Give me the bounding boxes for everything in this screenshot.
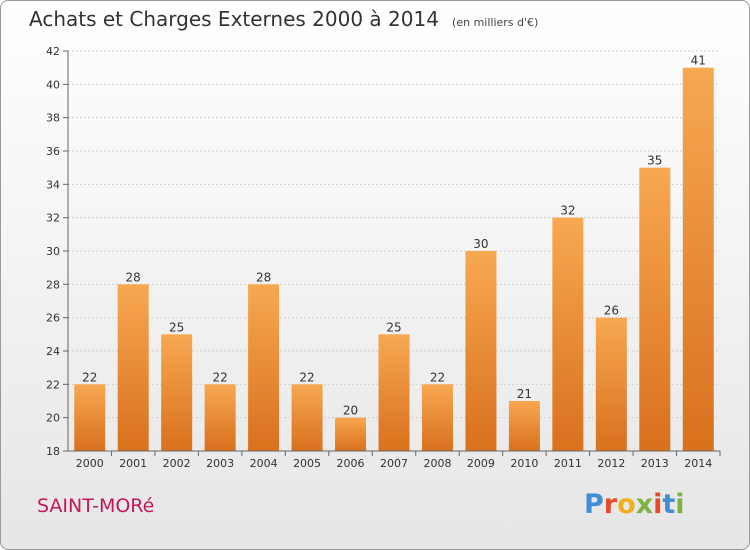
y-tick-label: 38 [46, 112, 60, 125]
bar-value-label: 25 [386, 320, 401, 334]
bar [552, 217, 584, 451]
bar-value-label: 21 [517, 387, 532, 401]
y-tick-label: 36 [46, 145, 60, 158]
bar-value-label: 20 [343, 404, 358, 418]
x-tick-label: 2003 [206, 457, 234, 470]
bar [421, 384, 453, 451]
bar-value-label: 28 [256, 270, 271, 284]
y-tick-label: 22 [46, 378, 60, 391]
bar-value-label: 22 [430, 370, 445, 384]
bar-value-label: 22 [212, 370, 227, 384]
x-tick-label: 2001 [119, 457, 147, 470]
y-tick-label: 40 [46, 78, 60, 91]
x-tick-label: 2007 [380, 457, 408, 470]
bar [595, 317, 627, 451]
bar-value-label: 32 [560, 204, 575, 218]
bar-value-label: 28 [126, 270, 141, 284]
chart-header: Achats et Charges Externes 2000 à 2014 (… [29, 7, 538, 31]
bar [204, 384, 236, 451]
bar [248, 284, 280, 451]
x-tick-label: 2008 [423, 457, 451, 470]
y-tick-label: 32 [46, 212, 60, 225]
x-tick-label: 2005 [293, 457, 321, 470]
bar [639, 167, 671, 451]
brand-letter: x [635, 489, 654, 520]
town-name: SAINT-MORé [37, 495, 155, 517]
brand-logo: Proxiti [584, 489, 685, 520]
x-tick-label: 2012 [597, 457, 625, 470]
x-tick-label: 2009 [467, 457, 495, 470]
bar-value-label: 25 [169, 320, 184, 334]
bar-value-label: 26 [604, 304, 619, 318]
bar-value-label: 22 [299, 370, 314, 384]
brand-letter: t [662, 489, 676, 520]
y-tick-label: 42 [46, 45, 60, 58]
y-tick-label: 28 [46, 278, 60, 291]
x-tick-label: 2011 [554, 457, 582, 470]
y-tick-label: 20 [46, 412, 60, 425]
chart-title: Achats et Charges Externes 2000 à 2014 [29, 7, 439, 31]
y-tick-label: 18 [46, 445, 60, 458]
x-tick-label: 2004 [250, 457, 278, 470]
bar-value-label: 35 [647, 154, 662, 168]
bar [682, 67, 714, 452]
x-tick-label: 2006 [337, 457, 365, 470]
y-tick-label: 26 [46, 312, 60, 325]
bar-value-label: 41 [691, 54, 706, 68]
brand-letter: P [584, 489, 604, 520]
brand-letter: o [617, 489, 636, 520]
bar [117, 284, 149, 451]
x-tick-label: 2002 [163, 457, 191, 470]
bar [74, 384, 106, 451]
bars: 22 28 25 22 28 22 20 25 22 30 21 32 26 35 41 [74, 54, 714, 452]
bar [291, 384, 323, 451]
bar [465, 251, 497, 451]
bar [335, 417, 367, 451]
axes: 18 20 22 24 26 28 30 32 34 36 38 40 42 2000 2001 2002 20… [46, 45, 721, 470]
bar-value-label: 22 [82, 370, 97, 384]
x-tick-label: 2014 [684, 457, 712, 470]
bar [378, 334, 410, 451]
brand-letter: i [653, 489, 663, 520]
y-tick-label: 30 [46, 245, 60, 258]
chart-subtitle: (en milliers d'€) [452, 16, 539, 29]
bar-value-label: 30 [473, 237, 488, 251]
brand-letter: r [603, 489, 618, 520]
bar [161, 334, 193, 451]
y-tick-label: 24 [46, 345, 60, 358]
x-tick-label: 2013 [641, 457, 669, 470]
brand-letter: i [675, 489, 685, 520]
x-tick-label: 2010 [510, 457, 538, 470]
y-tick-label: 34 [46, 178, 60, 191]
bar [508, 401, 540, 451]
x-tick-label: 2000 [76, 457, 104, 470]
